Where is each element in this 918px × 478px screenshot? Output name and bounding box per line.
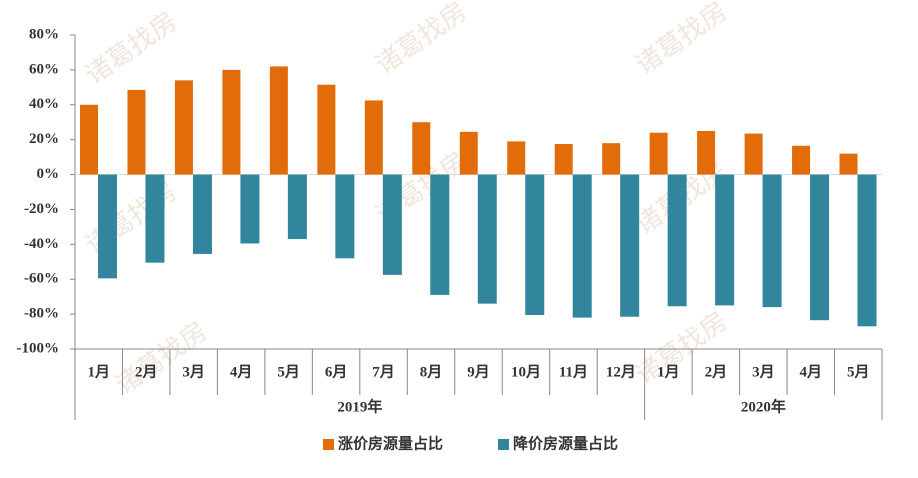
bar: [762, 174, 782, 308]
bar: [792, 145, 811, 175]
bar: [459, 131, 478, 175]
bar: [525, 174, 545, 315]
y-tick-label: 20%: [29, 131, 59, 147]
watermark: 诸葛找房: [80, 176, 182, 259]
x-group-label: 2019年: [337, 397, 382, 415]
x-tick-label: 3月: [182, 363, 205, 380]
x-tick-label: 9月: [467, 363, 490, 380]
bar: [477, 174, 497, 304]
bar: [335, 174, 355, 259]
bar: [744, 133, 763, 175]
bar: [287, 174, 307, 240]
bar: [697, 130, 716, 175]
bar: [572, 174, 592, 318]
bar: [810, 174, 830, 321]
bar: [98, 174, 117, 279]
watermark: 诸葛找房: [80, 6, 182, 89]
y-tick-label: -60%: [24, 271, 59, 287]
bar: [364, 100, 383, 175]
legend-swatch: [323, 439, 334, 450]
bar: [192, 174, 212, 254]
bar: [857, 174, 877, 327]
bar: [145, 174, 165, 263]
x-tick-label: 12月: [606, 363, 636, 380]
y-tick-label: 80%: [29, 26, 59, 42]
bar: [602, 143, 621, 175]
y-tick-label: -80%: [24, 306, 59, 322]
x-tick-label: 4月: [800, 363, 823, 380]
y-tick-label: -100%: [17, 340, 60, 356]
y-tick-label: -20%: [24, 201, 59, 217]
x-tick-label: 2月: [705, 363, 728, 380]
y-tick-label: 40%: [29, 96, 59, 112]
watermark: 诸葛找房: [110, 316, 212, 399]
x-tick-label: 4月: [230, 363, 253, 380]
x-tick-label: 7月: [372, 363, 395, 380]
x-tick-label: 3月: [752, 363, 775, 380]
y-tick-label: -40%: [24, 236, 59, 252]
bar: [382, 174, 402, 275]
legend-swatch: [498, 439, 509, 450]
x-tick-label: 1月: [657, 363, 680, 380]
legend-label: 涨价房源量占比: [338, 434, 443, 452]
x-group-label: 2020年: [741, 397, 786, 415]
bar: [554, 144, 573, 175]
legend-label: 降价房源量占比: [513, 434, 618, 452]
bar: [317, 84, 336, 175]
y-tick-label: 0%: [37, 166, 60, 182]
x-tick-label: 2月: [135, 363, 158, 380]
x-tick-label: 1月: [87, 363, 110, 380]
x-tick-label: 11月: [559, 363, 588, 380]
x-tick-label: 5月: [847, 363, 870, 380]
bar: [240, 174, 260, 244]
watermark: 诸葛找房: [370, 0, 472, 80]
bar: [430, 174, 450, 295]
bar: [839, 153, 858, 175]
bar: [715, 174, 735, 306]
x-tick-label: 6月: [325, 363, 348, 380]
x-tick-label: 8月: [420, 363, 443, 380]
bar: [174, 80, 193, 175]
bar: [667, 174, 687, 307]
bar: [620, 174, 640, 317]
bar: [80, 104, 98, 175]
x-tick-label: 10月: [511, 363, 541, 380]
bar: [127, 89, 146, 175]
bar: [649, 132, 668, 175]
bar: [269, 66, 288, 175]
watermark: 诸葛找房: [630, 0, 732, 80]
bar: [412, 122, 431, 175]
x-tick-label: 5月: [277, 363, 300, 380]
y-tick-label: 60%: [29, 61, 59, 77]
bar: [222, 69, 241, 175]
bar: [507, 141, 526, 175]
